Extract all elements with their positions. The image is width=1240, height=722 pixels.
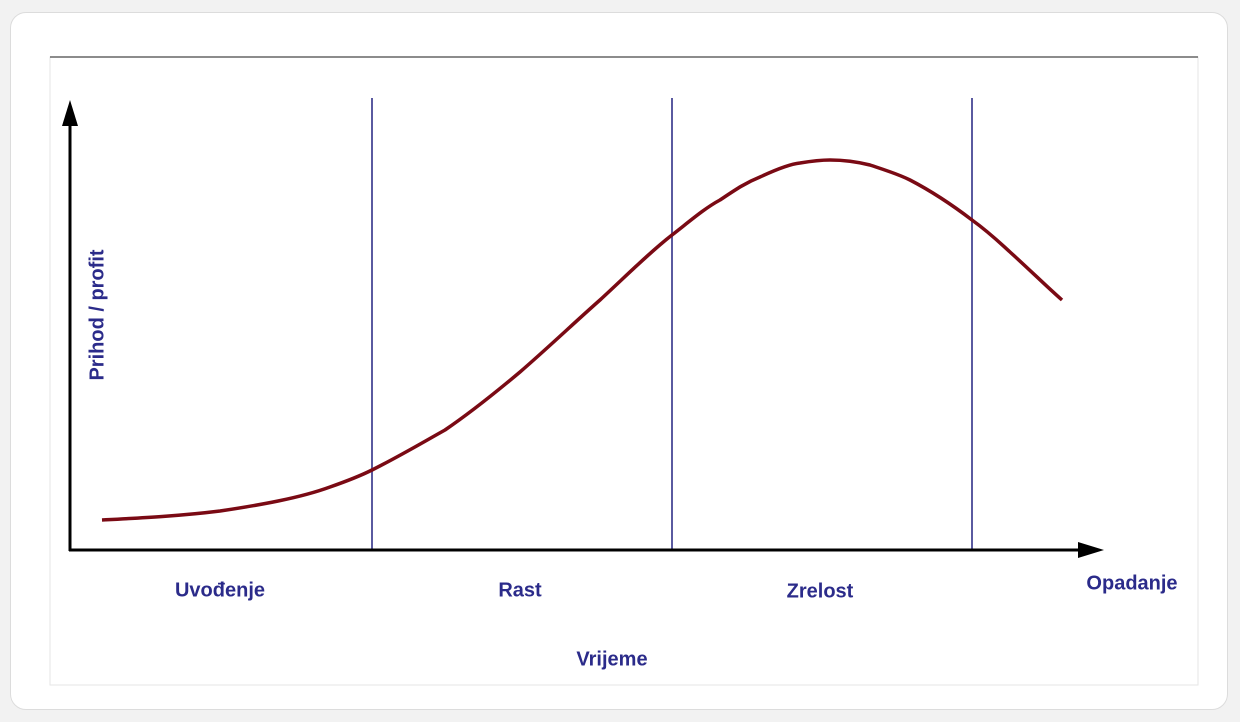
- card: [10, 12, 1228, 710]
- x-axis-label: Vrijeme: [576, 648, 647, 670]
- stage-label: Rast: [498, 579, 542, 601]
- life-cycle-curve: [101, 158, 1064, 522]
- x-axis-arrow: [1078, 542, 1104, 558]
- y-axis-label: Prihod / profit: [86, 249, 108, 380]
- y-axis-arrow: [62, 100, 78, 126]
- stage-label: Uvođenje: [175, 579, 265, 601]
- stage-label: Opadanje: [1086, 572, 1177, 594]
- stage-label: Zrelost: [787, 580, 854, 602]
- stage-dividers: [371, 98, 973, 550]
